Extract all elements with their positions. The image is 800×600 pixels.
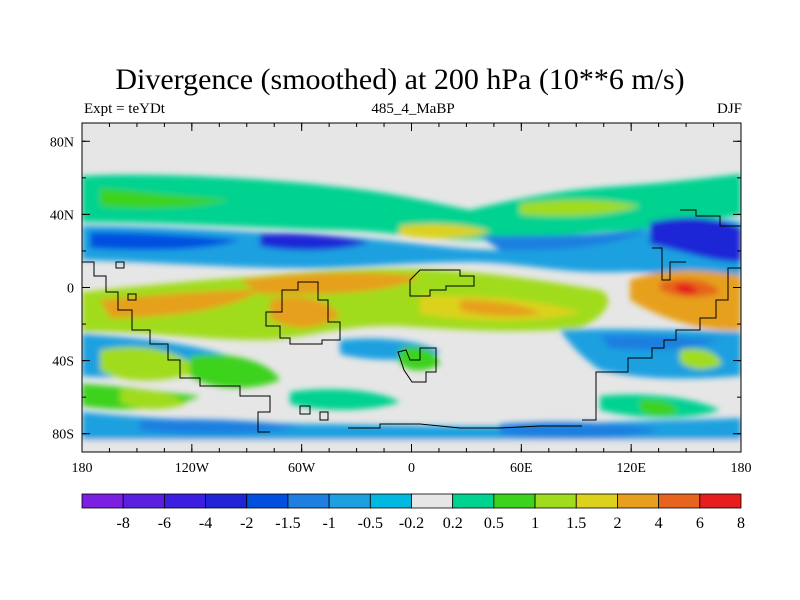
coastline-south-america (265, 281, 341, 345)
colorbar-label: 6 (696, 515, 704, 532)
field-patch (82, 174, 741, 240)
colorbar-swatch (246, 493, 289, 509)
colorbar-swatch (493, 493, 536, 509)
colorbar-labels: -8 -6 -4 -2 -1.5 -1 -0.5 -0.2 0.2 0.5 1 1.5 2 4 6 8 (117, 515, 745, 532)
colorbar-swatch (575, 493, 618, 509)
colorbar-label: -1 (322, 515, 335, 532)
y-tick-label: 80S (52, 428, 74, 443)
colorbar-swatch (369, 493, 412, 509)
field-patch (240, 272, 420, 295)
colorbar (81, 493, 742, 509)
coastline-antarctica (348, 423, 582, 429)
field-patch (82, 220, 741, 281)
field-patch (190, 354, 280, 388)
field-patch (676, 283, 698, 295)
x-tick-label: 180 (72, 461, 93, 476)
colorbar-label: 2 (613, 515, 621, 532)
y-axis-labels: 80N 40N 0 40S 80S (50, 135, 74, 442)
coastline-island (115, 261, 125, 269)
colorbar-swatch (287, 493, 330, 509)
colorbar-swatch (122, 493, 165, 509)
field-patch (90, 232, 240, 250)
run-label: 485_4_MaBP (371, 101, 455, 117)
colorbar-label: 4 (655, 515, 663, 532)
x-tick-label: 120W (175, 461, 210, 476)
coastline-island (127, 293, 137, 301)
colorbar-swatch (534, 493, 577, 509)
y-tick-label: 80N (50, 135, 74, 150)
colorbar-swatch (163, 493, 206, 509)
coastline-americas (82, 261, 271, 433)
x-tick-label: 60E (510, 461, 533, 476)
coastlines (82, 209, 741, 433)
field-patch (140, 419, 300, 435)
field-patch (680, 348, 722, 370)
colorbar-label: 1.5 (566, 515, 586, 532)
coastline-island (319, 411, 329, 421)
colorbar-swatch (699, 493, 742, 509)
field-patch (260, 233, 370, 251)
colorbar-label: -6 (158, 515, 171, 532)
x-tick-label: 60W (288, 461, 316, 476)
colorbar-label: -2 (240, 515, 253, 532)
colorbar-label: -0.2 (399, 515, 424, 532)
colorbar-swatch (205, 493, 248, 509)
field-patch (600, 335, 720, 350)
x-axis-labels: 180 120W 60W 0 60E 120E 180 (72, 461, 752, 476)
colorbar-swatch (658, 493, 701, 509)
colorbar-label: -4 (199, 515, 212, 532)
coastline-africa-south (397, 347, 437, 383)
coastline-east-asia (652, 247, 686, 281)
field-patch (460, 300, 540, 317)
season-label: DJF (716, 101, 742, 117)
field-patch (100, 346, 200, 381)
colorbar-label: -8 (117, 515, 130, 532)
colorbar-swatch (328, 493, 371, 509)
colorbar-swatch (617, 493, 660, 509)
chart-title: Divergence (smoothed) at 200 hPa (10**6 … (115, 63, 685, 96)
colorbar-swatch (81, 493, 124, 509)
field-patch (640, 399, 678, 416)
y-tick-label: 40N (50, 208, 74, 223)
field-patch (100, 290, 260, 318)
coastline-northeast-asia (680, 209, 741, 227)
field-patch (100, 188, 230, 208)
colorbar-swatch (411, 493, 454, 509)
tick-marks (81, 123, 742, 452)
coastline-africa-north (409, 269, 475, 297)
colorbar-label: 8 (737, 515, 745, 532)
x-tick-label: 120E (616, 461, 646, 476)
y-tick-label: 0 (67, 282, 74, 297)
colorbar-label: 1 (531, 515, 539, 532)
coastline-asia-australia (582, 267, 741, 421)
field-patch (120, 389, 186, 410)
colorbar-label: 0.2 (443, 515, 463, 532)
x-tick-label: 0 (408, 461, 415, 476)
colorbar-label: -0.5 (358, 515, 383, 532)
coastline-island (299, 405, 311, 415)
colorbar-label: -1.5 (275, 515, 300, 532)
map-field (82, 123, 741, 452)
field-patch (650, 217, 741, 262)
field-patch (520, 199, 640, 216)
experiment-label: Expt = teYDt (84, 101, 165, 117)
field-patch (400, 224, 490, 239)
field-patch (398, 346, 440, 371)
colorbar-swatch (452, 493, 495, 509)
colorbar-label: 0.5 (484, 515, 504, 532)
field-patch (480, 228, 650, 251)
field-patch (630, 270, 741, 331)
field-patch (270, 296, 340, 328)
field-patch (290, 389, 400, 410)
y-tick-label: 40S (52, 355, 74, 370)
x-tick-label: 180 (731, 461, 752, 476)
field-patch (82, 268, 609, 340)
